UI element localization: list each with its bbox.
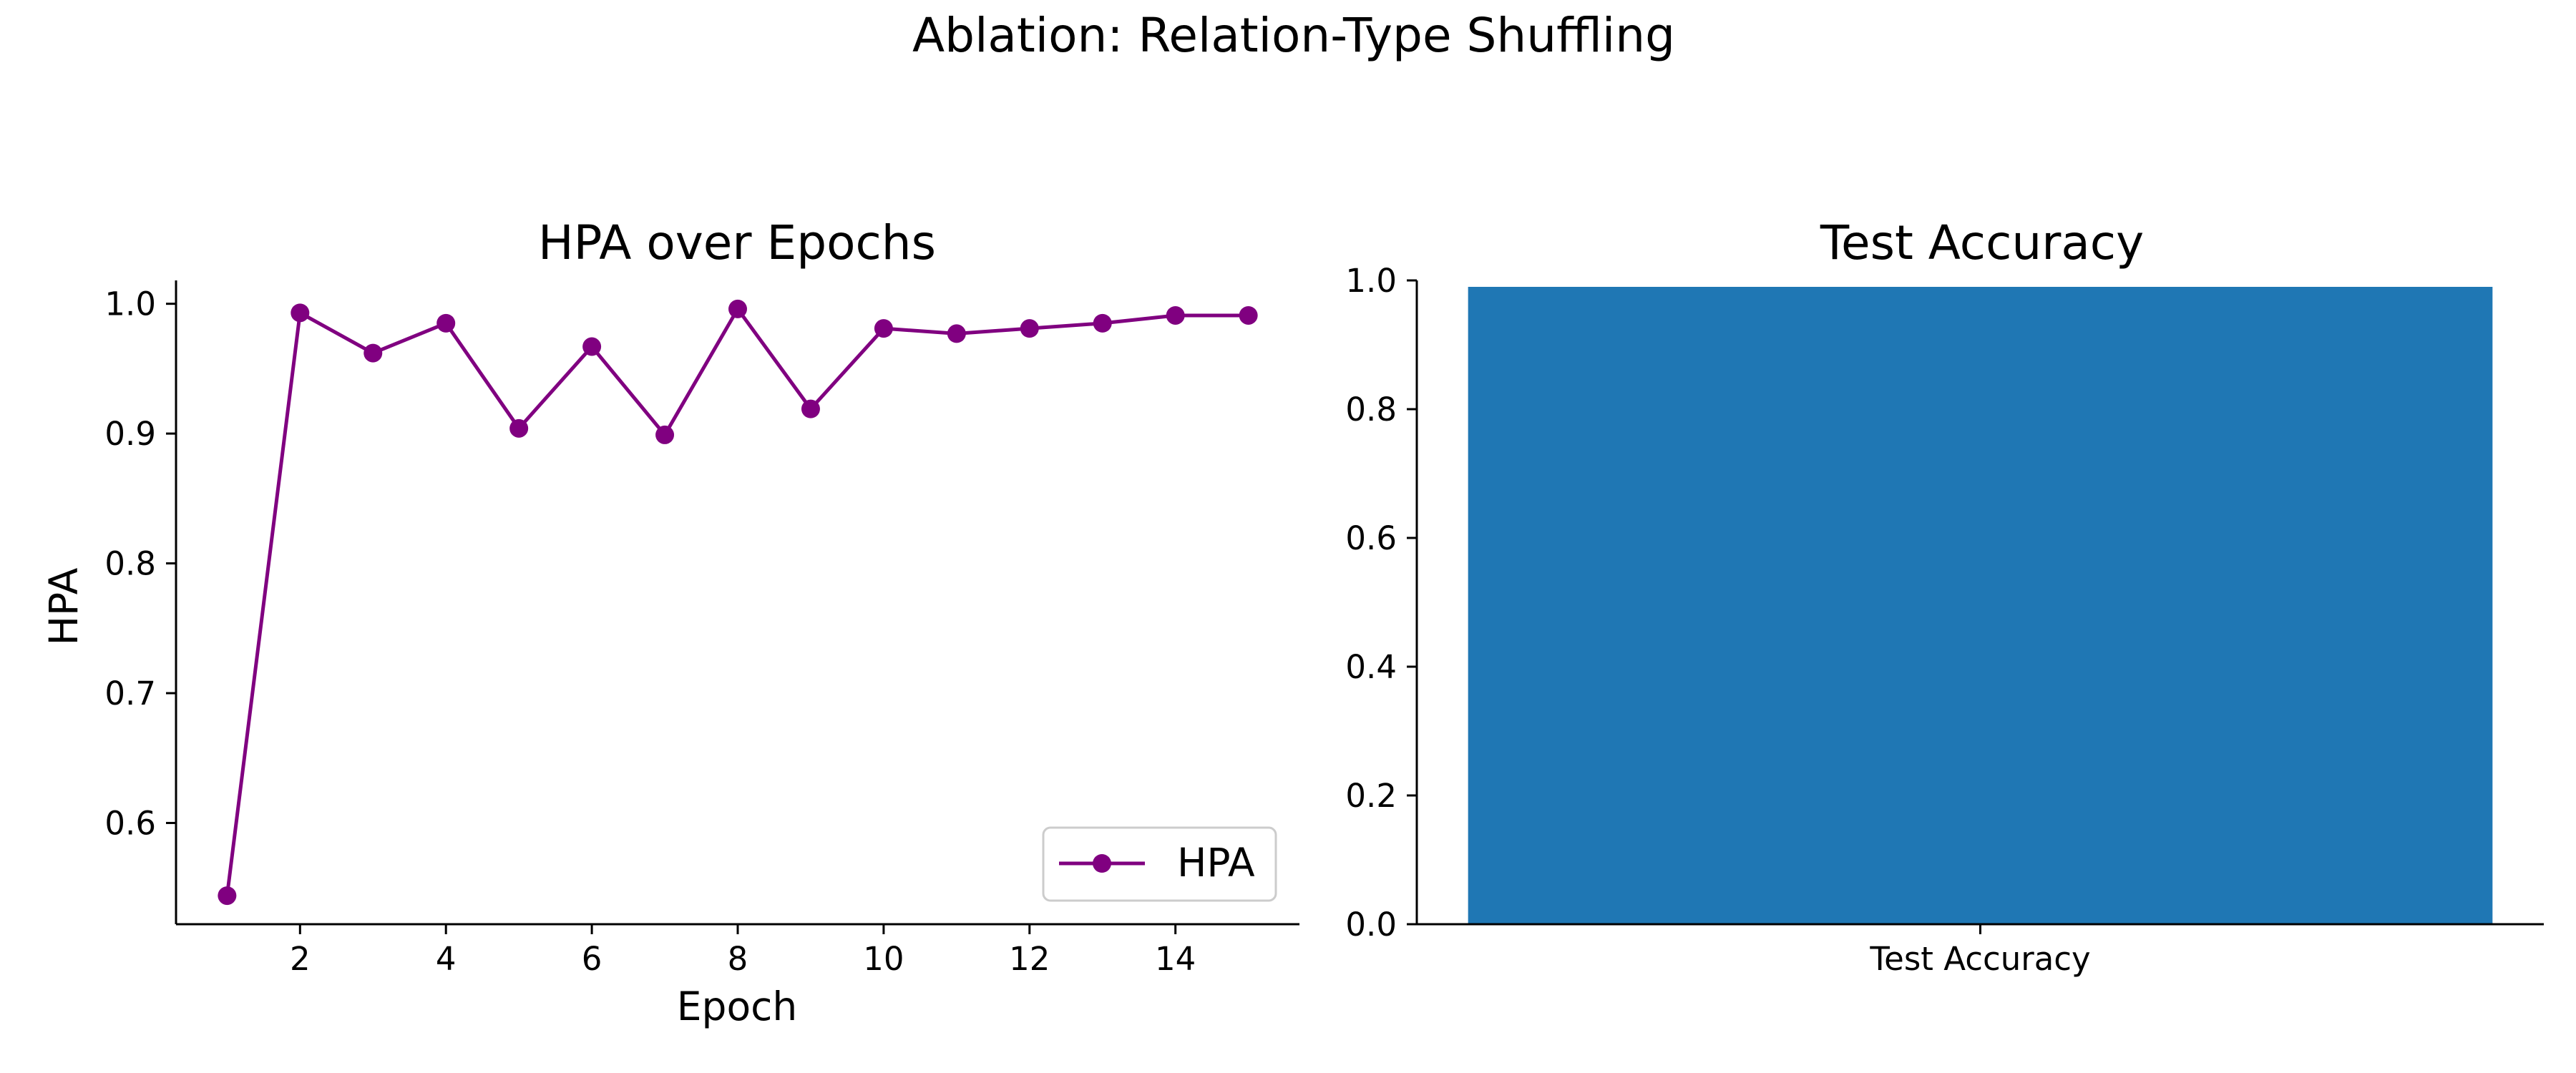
data-point (291, 303, 310, 323)
y-tick-label: 0.0 (1345, 906, 1397, 944)
data-point (728, 299, 747, 318)
y-tick-label: 0.8 (1345, 391, 1397, 428)
y-tick-label: 0.7 (104, 675, 156, 712)
data-point (947, 324, 966, 343)
bar (1468, 287, 2493, 924)
bar-chart-bars (1468, 287, 2493, 924)
data-point (1020, 319, 1039, 338)
figure-suptitle: Ablation: Relation-Type Shuffling (912, 8, 1675, 63)
line-chart-x-axis-label: Epoch (677, 984, 797, 1029)
bar-chart-ticks: 0.0 0.2 0.4 0.6 0.8 1.0 Test Accuracy (1345, 262, 2090, 978)
line-chart-ticks: 2 4 6 8 10 12 14 0.6 0.7 0.8 0.9 1.0 (104, 285, 1196, 978)
y-tick-label: 0.9 (104, 415, 156, 453)
x-tick-label: 8 (728, 940, 748, 978)
y-tick-label: 0.4 (1345, 648, 1397, 686)
y-tick-label: 1.0 (1345, 262, 1397, 300)
x-tick-label: 6 (582, 940, 602, 978)
data-point (874, 319, 893, 338)
x-tick-label: 2 (290, 940, 311, 978)
line-chart-series (218, 299, 1258, 906)
data-point (218, 886, 237, 906)
y-tick-label: 0.6 (104, 804, 156, 842)
x-tick-label: 14 (1155, 940, 1196, 978)
data-point (364, 343, 383, 363)
line-chart-y-axis-label: HPA (41, 567, 87, 645)
legend-swatch-marker (1093, 854, 1111, 873)
data-point (1093, 313, 1112, 333)
line-chart-panel: HPA over Epochs Epoch HPA 2 4 6 8 10 12 14 0.6 0… (41, 215, 1299, 1029)
data-point (1239, 305, 1258, 325)
data-point (436, 313, 456, 333)
line-chart-title: HPA over Epochs (538, 215, 936, 270)
x-tick-label: Test Accuracy (1869, 940, 2090, 978)
x-tick-label: 10 (863, 940, 904, 978)
y-tick-label: 0.2 (1345, 777, 1397, 815)
y-tick-label: 1.0 (104, 285, 156, 323)
bar-chart-title: Test Accuracy (1820, 215, 2144, 270)
line-chart-legend: HPA (1042, 826, 1277, 902)
bar-chart-panel: Test Accuracy 0.0 0.2 0.4 0.6 0.8 1.0 Test Acc… (1345, 215, 2544, 978)
legend-frame (1042, 826, 1277, 902)
x-tick-label: 4 (436, 940, 457, 978)
x-tick-label: 12 (1009, 940, 1050, 978)
data-point (801, 399, 820, 418)
data-point (509, 418, 529, 438)
data-point (1166, 305, 1185, 325)
y-tick-label: 0.6 (1345, 519, 1397, 557)
legend-label: HPA (1177, 840, 1255, 886)
data-point (582, 337, 602, 356)
data-point (655, 425, 675, 444)
y-tick-label: 0.8 (104, 545, 156, 583)
